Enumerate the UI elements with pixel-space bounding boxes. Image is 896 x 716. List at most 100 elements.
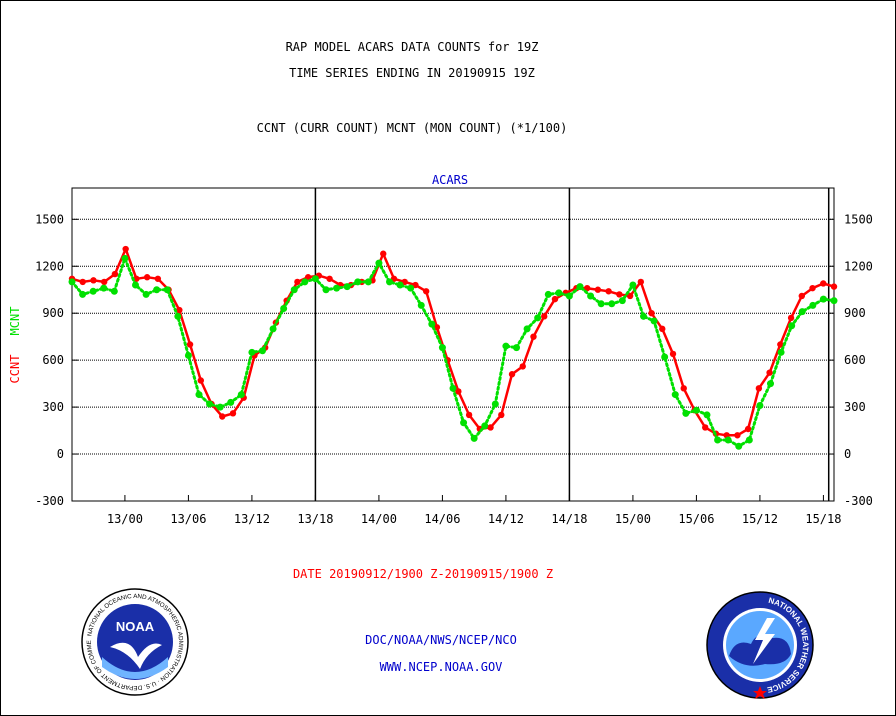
ytick-label-left: 300 [42, 400, 64, 414]
data-point-mcnt [460, 419, 468, 427]
data-point-mcnt [280, 305, 288, 313]
data-point-mcnt [237, 391, 245, 399]
xtick-label: 14/06 [424, 512, 460, 526]
data-point-mcnt [756, 402, 764, 410]
data-point-ccnt [294, 278, 301, 286]
data-point-mcnt [608, 300, 616, 308]
data-point-ccnt [122, 245, 129, 253]
data-point-mcnt [375, 259, 383, 267]
data-point-mcnt [153, 286, 161, 294]
ytick-label-left: 0 [57, 447, 64, 461]
data-point-ccnt [79, 278, 86, 286]
data-point-ccnt [229, 410, 237, 417]
ytick-label-right: -300 [844, 494, 873, 508]
data-point-mcnt [438, 344, 446, 352]
data-point-ccnt [498, 411, 505, 419]
data-point-ccnt [648, 310, 655, 317]
xtick-label: 14/18 [551, 512, 587, 526]
data-point-mcnt [110, 287, 118, 295]
ytick-label-left: 1500 [35, 212, 64, 226]
date-range: DATE 20190912/1900 Z-20190915/1900 Z [292, 567, 554, 581]
data-point-mcnt [206, 400, 214, 408]
ytick-label-right: 0 [844, 447, 851, 461]
xtick-label: 15/12 [742, 512, 778, 526]
data-point-mcnt [481, 422, 489, 430]
series-line-mcnt [70, 256, 836, 448]
data-point-ccnt [455, 388, 462, 395]
data-point-mcnt [89, 287, 97, 295]
data-point-ccnt [143, 274, 151, 281]
xtick-label: 15/00 [615, 512, 651, 526]
chart-title: RAP MODEL ACARS DATA COUNTS for 19Z [285, 40, 539, 54]
data-point-ccnt [787, 314, 795, 322]
data-point-ccnt [583, 284, 591, 292]
xtick-label: 13/18 [297, 512, 333, 526]
data-point-ccnt [176, 306, 183, 314]
data-point-ccnt [680, 385, 687, 392]
chart-subtitle: TIME SERIES ENDING IN 20190915 19Z [289, 66, 535, 80]
series-mcnt [68, 254, 838, 450]
data-point-ccnt [798, 292, 806, 300]
data-point-ccnt [465, 411, 473, 419]
data-point-mcnt [745, 436, 753, 444]
data-point-ccnt [186, 341, 194, 348]
data-point-mcnt [121, 254, 129, 262]
xtick-label: 13/00 [107, 512, 143, 526]
data-point-ccnt [605, 288, 612, 295]
data-point-mcnt [449, 384, 457, 392]
data-point-mcnt [576, 283, 584, 291]
data-point-mcnt [343, 283, 351, 291]
data-point-mcnt [407, 284, 415, 292]
data-point-mcnt [597, 300, 605, 308]
xtick-label: 13/12 [234, 512, 270, 526]
data-point-mcnt [618, 297, 626, 305]
data-point-mcnt [735, 442, 743, 450]
ylabel-mcnt: MCNT [8, 307, 22, 336]
data-point-mcnt [417, 301, 425, 309]
ytick-label-right: 300 [844, 400, 866, 414]
data-point-mcnt [100, 284, 108, 292]
data-point-ccnt [744, 425, 752, 433]
data-point-mcnt [724, 436, 732, 444]
xtick-label: 14/12 [488, 512, 524, 526]
data-point-mcnt [809, 301, 817, 309]
data-point-ccnt [487, 424, 494, 431]
data-point-ccnt [702, 424, 709, 431]
xtick-label: 15/18 [805, 512, 841, 526]
data-point-ccnt [626, 292, 634, 300]
data-point-ccnt [637, 278, 645, 286]
data-point-mcnt [79, 290, 87, 298]
data-point-mcnt [777, 348, 785, 356]
ytick-label-left: 600 [42, 353, 64, 367]
data-point-ccnt [777, 341, 784, 348]
data-point-mcnt [195, 391, 203, 399]
data-point-mcnt [301, 278, 309, 286]
data-point-mcnt [798, 308, 806, 316]
url-line: WWW.NCEP.NOAA.GOV [379, 660, 503, 674]
data-point-ccnt [508, 371, 516, 378]
data-point-ccnt [422, 288, 430, 295]
data-point-mcnt [523, 325, 531, 333]
data-point-mcnt [788, 322, 796, 330]
data-point-mcnt [132, 281, 139, 289]
data-point-ccnt [197, 377, 204, 384]
data-point-mcnt [184, 351, 192, 359]
ytick-label-right: 1500 [844, 212, 873, 226]
data-point-mcnt [534, 314, 542, 322]
data-point-ccnt [541, 313, 548, 320]
data-point-ccnt [219, 413, 226, 420]
data-point-ccnt [326, 275, 333, 282]
data-point-ccnt [154, 275, 162, 282]
data-point-mcnt [428, 320, 436, 328]
ytick-label-left: 900 [42, 306, 64, 320]
xtick-label: 14/00 [361, 512, 397, 526]
data-point-mcnt [311, 275, 319, 283]
data-point-ccnt [551, 295, 559, 303]
noaa-logo: NOAA NATIONAL OCEANIC AND ATMOSPHERIC AD… [80, 587, 189, 696]
grid-lines [72, 188, 834, 501]
data-point-mcnt [142, 290, 150, 298]
data-point-ccnt [669, 350, 677, 358]
data-point-mcnt [290, 286, 298, 294]
data-point-mcnt [259, 347, 266, 355]
